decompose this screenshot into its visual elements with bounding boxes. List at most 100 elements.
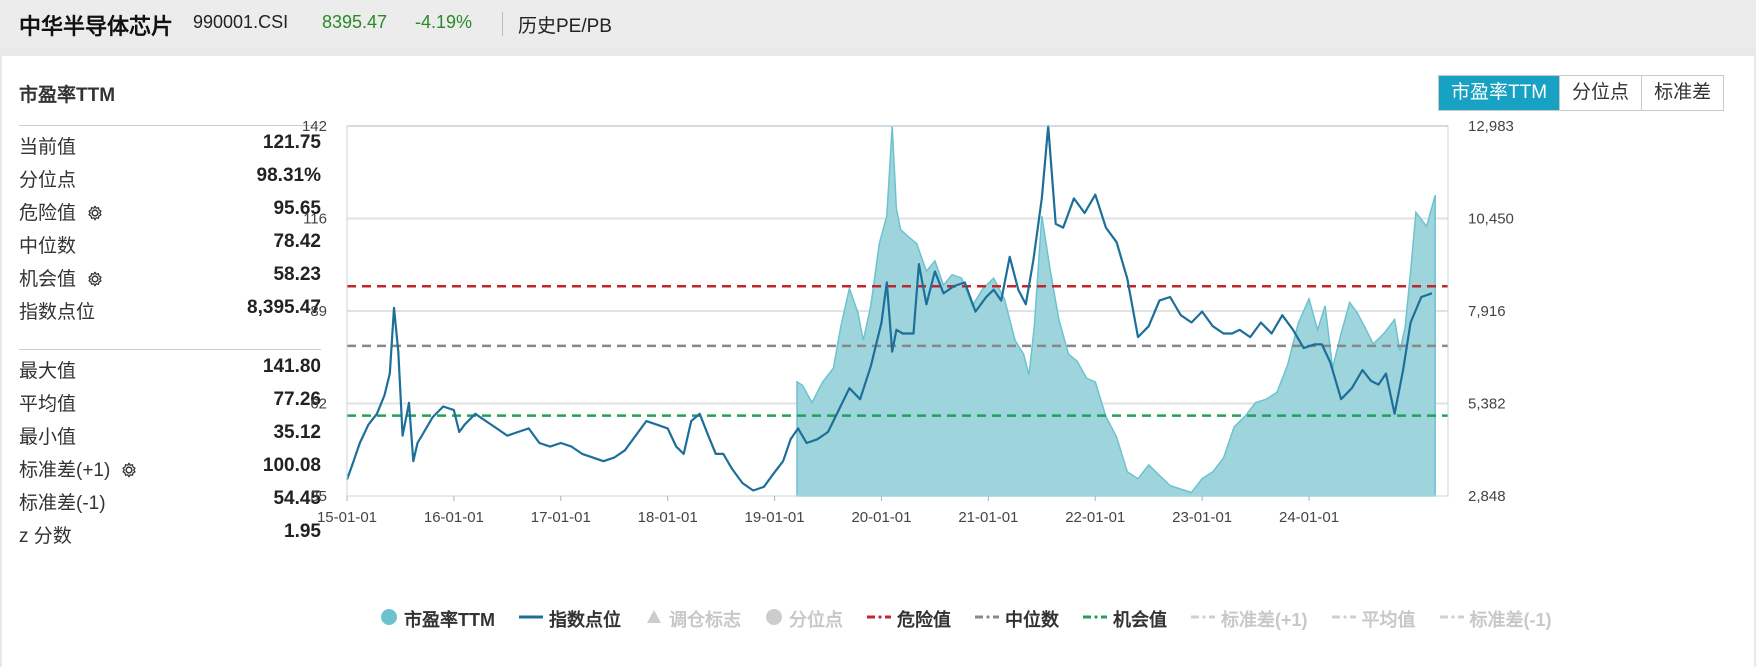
- dashed-line-marker-icon: [1331, 608, 1356, 631]
- legend-item[interactable]: 调仓标志: [645, 606, 741, 632]
- triangle-marker-icon: [645, 608, 663, 631]
- stat-label: 分位点: [19, 170, 77, 191]
- stat-value: 95.65: [273, 198, 321, 219]
- stat-label: 当前值: [19, 137, 77, 158]
- stat-row: 最大值 141.80: [19, 350, 321, 383]
- stat-row: 机会值 58.23: [19, 258, 321, 291]
- legend-item[interactable]: 分位点: [765, 606, 843, 632]
- circle-marker-icon: [380, 608, 398, 631]
- stat-value: 98.31%: [256, 165, 321, 186]
- y-left-tick-label: 89: [310, 303, 327, 320]
- legend-label: 平均值: [1361, 610, 1416, 630]
- legend-label: 机会值: [1112, 610, 1167, 630]
- y-right-tick-label: 7,916: [1468, 303, 1506, 320]
- stat-label: 标准差(+1): [19, 455, 138, 482]
- stat-label: 中位数: [19, 236, 77, 257]
- legend-label: 指数点位: [548, 610, 621, 630]
- x-tick-label: 15-01-01: [317, 509, 377, 526]
- legend-item[interactable]: 中位数: [974, 606, 1059, 632]
- header-bar: 中华半导体芯片 990001.CSI 8395.47 -4.19% 历史PE/P…: [0, 0, 1756, 48]
- stats-current: 当前值 121.75 分位点 98.31% 危险值 95.65 中位数 78.42 机会值 58.…: [19, 125, 321, 324]
- x-tick-label: 16-01-01: [424, 509, 484, 526]
- legend-label: 标准差(+1): [1220, 610, 1308, 630]
- x-tick-label: 22-01-01: [1065, 509, 1125, 526]
- dashed-line-marker-icon: [1439, 608, 1464, 631]
- stat-value: 35.12: [273, 422, 321, 443]
- legend-item[interactable]: 危险值: [866, 606, 951, 632]
- y-left-tick-label: 142: [302, 118, 327, 135]
- legend-item[interactable]: 标准差(-1): [1439, 606, 1552, 632]
- legend-item[interactable]: 机会值: [1082, 606, 1167, 632]
- index-price: 8395.47: [322, 12, 388, 32]
- tab-percentile[interactable]: 分位点: [1559, 76, 1642, 110]
- stat-row: 分位点 98.31%: [19, 159, 321, 192]
- stat-row: 标准差(-1) 54.45: [19, 482, 321, 515]
- index-change: -4.19%: [415, 12, 473, 32]
- stats-summary: 最大值 141.80 平均值 77.26 最小值 35.12 标准差(+1) 100.08 标准…: [19, 349, 321, 548]
- panel-title: 市盈率TTM: [19, 85, 116, 106]
- plot-frame: [346, 125, 1449, 497]
- stat-row: 标准差(+1) 100.08: [19, 449, 321, 482]
- legend-label: 中位数: [1004, 610, 1059, 630]
- dashed-line-marker-icon: [974, 608, 999, 631]
- stat-label: 指数点位: [19, 302, 96, 323]
- x-tick-label: 17-01-01: [531, 509, 591, 526]
- index-points-line: [345, 124, 1433, 492]
- x-tick-label: 20-01-01: [851, 509, 911, 526]
- header-divider: [502, 12, 503, 36]
- stat-value: 54.45: [273, 488, 321, 509]
- stat-row: 指数点位 8,395.47: [19, 291, 321, 324]
- stat-value: 121.75: [262, 132, 321, 153]
- stat-value: 8,395.47: [247, 297, 321, 318]
- stat-row: z 分数 1.95: [19, 515, 321, 548]
- y-right-tick-label: 2,848: [1468, 488, 1506, 505]
- gear-icon[interactable]: [76, 203, 104, 224]
- index-line: [345, 124, 1433, 492]
- reference-lines: [347, 285, 1448, 417]
- gear-icon[interactable]: [110, 460, 138, 481]
- legend-label: 调仓标志: [668, 610, 741, 630]
- stat-row: 最小值 35.12: [19, 416, 321, 449]
- x-tick-label: 23-01-01: [1172, 509, 1232, 526]
- legend-label: 标准差(-1): [1469, 610, 1552, 630]
- legend-label: 危险值: [896, 610, 951, 630]
- x-tick-label: 19-01-01: [745, 509, 805, 526]
- index-name: 中华半导体芯片: [19, 14, 174, 39]
- stat-label: 最大值: [19, 361, 77, 382]
- gear-icon[interactable]: [76, 269, 104, 290]
- stat-row: 中位数 78.42: [19, 225, 321, 258]
- x-tick-label: 18-01-01: [638, 509, 698, 526]
- y-right-tick-label: 5,382: [1468, 396, 1506, 413]
- stat-label: 平均值: [19, 394, 77, 415]
- stat-row: 当前值 121.75: [19, 126, 321, 159]
- stat-label: 机会值: [19, 264, 104, 291]
- legend-item[interactable]: 市盈率TTM: [380, 606, 495, 632]
- history-pe-pb-link[interactable]: 历史PE/PB: [518, 16, 612, 37]
- y-right-tick-label: 12,983: [1468, 118, 1514, 135]
- chart-axes: 35 2,848 62 5,382 89 7,916 116 10,450 142 12,983 1…: [302, 118, 1514, 526]
- legend-item[interactable]: 指数点位: [518, 606, 621, 632]
- y-left-tick-label: 116: [303, 211, 327, 228]
- stat-value: 78.42: [273, 231, 321, 252]
- stat-value: 100.08: [262, 455, 321, 476]
- legend-item[interactable]: 标准差(+1): [1190, 606, 1308, 632]
- stat-label: z 分数: [19, 526, 72, 547]
- stat-value: 77.26: [273, 389, 321, 410]
- stat-label: 危险值: [19, 198, 104, 225]
- metric-tab-group: 市盈率TTM 分位点 标准差: [1438, 75, 1725, 111]
- legend-label: 分位点: [788, 610, 843, 630]
- y-left-tick-label: 35: [310, 488, 327, 505]
- x-tick-label: 24-01-01: [1279, 509, 1339, 526]
- tab-std-dev[interactable]: 标准差: [1641, 76, 1724, 110]
- circle-marker-icon: [765, 608, 783, 631]
- stat-value: 1.95: [284, 521, 321, 542]
- dashed-line-marker-icon: [1190, 608, 1215, 631]
- stat-label: 标准差(-1): [19, 493, 106, 514]
- y-right-tick-label: 10,450: [1468, 211, 1514, 228]
- pe-chart: 35 2,848 62 5,382 89 7,916 116 10,450 142 12,983 1…: [302, 118, 1514, 526]
- legend-item[interactable]: 平均值: [1331, 606, 1416, 632]
- tab-pe-ttm[interactable]: 市盈率TTM: [1439, 76, 1560, 110]
- valuation-panel: 市盈率TTM 市盈率TTM 分位点 标准差 当前值 121.75 分位点 98.31%…: [2, 56, 1754, 667]
- pe-ttm-area: [796, 125, 1436, 497]
- dashed-line-marker-icon: [866, 608, 891, 631]
